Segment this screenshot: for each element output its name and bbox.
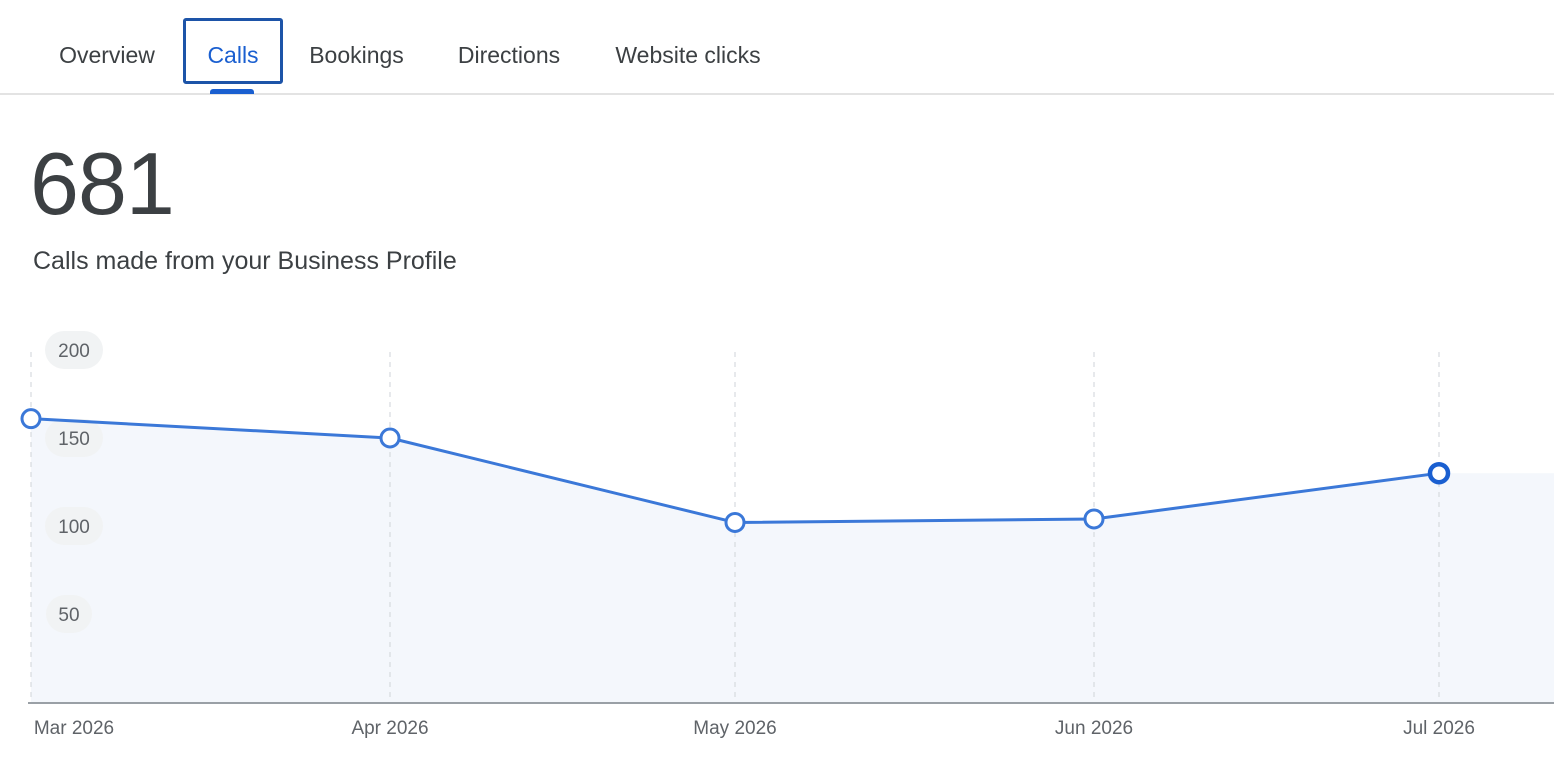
active-tab-indicator: [210, 89, 254, 94]
y-tick-label-50: 50: [58, 605, 79, 626]
tab-overview[interactable]: Overview: [59, 42, 155, 68]
x-tick-label-2: May 2026: [693, 718, 776, 739]
data-point-2: [724, 511, 746, 533]
calls-description: Calls made from your Business Profile: [33, 247, 457, 275]
chart-area: [31, 418, 1554, 702]
tab-bar: Overview Calls Bookings Directions Websi…: [0, 0, 1554, 95]
y-tick-label-200: 200: [58, 341, 90, 362]
y-tick-pill-200: [45, 331, 103, 369]
data-point-4: [1427, 461, 1451, 485]
x-tick-label-0: Mar 2026: [34, 718, 114, 739]
y-tick-label-150: 150: [58, 429, 90, 450]
y-tick-pill-50: [46, 595, 92, 633]
calls-line-chart: 200 150 100 50 Mar 2026 Apr 2026 May 2026 Jun 2…: [20, 331, 1554, 739]
x-tick-label-4: Jul 2026: [1403, 718, 1475, 739]
y-tick-pill-100: [45, 507, 103, 545]
tab-bookings[interactable]: Bookings: [309, 42, 404, 68]
x-tick-label-3: Jun 2026: [1055, 718, 1133, 739]
tab-calls[interactable]: Calls: [183, 18, 283, 84]
data-point-0: [20, 408, 42, 430]
x-tick-label-1: Apr 2026: [351, 718, 428, 739]
y-tick-label-100: 100: [58, 517, 90, 538]
tab-directions[interactable]: Directions: [457, 42, 561, 68]
calls-total: 681: [30, 134, 175, 233]
tab-website-clicks[interactable]: Website clicks: [615, 42, 761, 68]
data-point-1: [379, 427, 401, 449]
y-tick-pill-150: [45, 419, 103, 457]
data-point-3: [1083, 508, 1105, 530]
